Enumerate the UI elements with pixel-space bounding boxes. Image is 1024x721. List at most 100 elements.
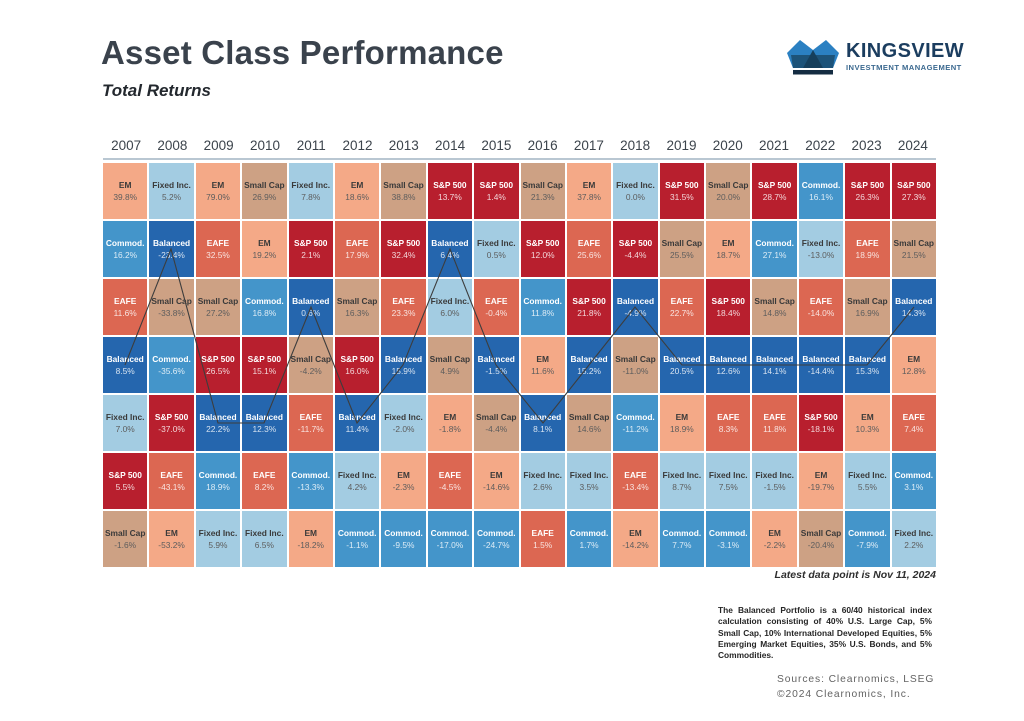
asset-name: EAFE (624, 470, 647, 481)
asset-return: 15.1% (252, 365, 277, 376)
asset-cell: EM -14.2% (613, 511, 658, 567)
asset-name: Fixed Inc. (105, 412, 145, 423)
asset-return: -20.4% (807, 539, 835, 550)
asset-cell: Small Cap 21.5% (891, 221, 936, 277)
asset-cell: EAFE -14.0% (798, 279, 844, 335)
year-label: 2019 (666, 138, 697, 153)
asset-return: 21.5% (901, 249, 926, 260)
asset-return: 16.9% (855, 307, 880, 318)
asset-name: Commod. (430, 528, 470, 539)
asset-name: Fixed Inc. (569, 470, 609, 481)
asset-return: -18.1% (807, 423, 835, 434)
asset-name: Commod. (569, 528, 609, 539)
asset-return: 14.6% (577, 423, 601, 434)
asset-return: 11.4% (345, 423, 369, 434)
asset-return: -11.2% (622, 423, 649, 434)
sources-line2: ©2024 Clearnomics, Inc. (777, 689, 911, 701)
asset-cell: Fixed Inc. 8.7% (659, 453, 705, 509)
asset-name: Fixed Inc. (245, 528, 284, 539)
asset-cell: Fixed Inc. 2.6% (520, 453, 565, 509)
asset-return: 28.7% (762, 191, 787, 202)
asset-name: Balanced (338, 412, 376, 423)
asset-return: -11.0% (622, 365, 649, 376)
asset-return: 39.8% (113, 191, 138, 202)
asset-name: EM (350, 180, 364, 191)
year-label: 2023 (851, 138, 882, 153)
asset-name: EM (397, 470, 410, 481)
asset-cell: Commod. -17.0% (427, 511, 473, 567)
asset-name: Small Cap (522, 180, 563, 191)
asset-name: EM (768, 528, 781, 539)
asset-name: EAFE (809, 296, 833, 307)
asset-name: EM (304, 528, 318, 539)
asset-cell: Balanced -1.5% (474, 337, 519, 393)
asset-return: -11.7% (297, 423, 324, 434)
year-label: 2014 (435, 138, 466, 153)
asset-return: 4.9% (440, 365, 460, 376)
asset-name: Balanced (802, 354, 840, 365)
asset-cell: EAFE 8.2% (242, 453, 287, 509)
asset-name: S&P 500 (108, 470, 142, 481)
asset-return: -2.3% (392, 481, 415, 492)
year-label: 2013 (388, 138, 419, 153)
asset-name: EAFE (206, 238, 230, 249)
asset-cell: S&P 500 13.7% (427, 163, 473, 219)
asset-cell: Commod. 16.1% (798, 163, 844, 219)
asset-name: Commod. (291, 470, 331, 481)
asset-cell: Balanced 8.1% (520, 395, 565, 451)
asset-cell: Small Cap -4.2% (288, 337, 333, 393)
asset-name: S&P 500 (526, 238, 560, 249)
balanced-portfolio-footnote: The Balanced Portfolio is a 60/40 histor… (718, 605, 932, 660)
year-label: 2015 (481, 138, 512, 153)
asset-name: Commod. (476, 528, 516, 539)
asset-name: EM (443, 412, 457, 423)
asset-name: Fixed Inc. (152, 180, 191, 191)
asset-name: Small Cap (754, 296, 795, 307)
asset-cell: S&P 500 27.3% (891, 163, 936, 219)
asset-cell: Commod. 7.7% (659, 511, 705, 567)
asset-name: EAFE (392, 296, 415, 307)
asset-return: 1.5% (533, 539, 553, 550)
asset-cell: EAFE 7.4% (891, 395, 936, 451)
asset-return: 7.8% (301, 191, 321, 202)
asset-cell: Small Cap -20.4% (798, 511, 844, 567)
asset-name: S&P 500 (618, 238, 653, 249)
year-label: 2024 (897, 138, 928, 153)
asset-name: EM (211, 180, 225, 191)
asset-cell: Fixed Inc. 4.2% (334, 453, 380, 509)
asset-return: 6.0% (440, 307, 460, 318)
asset-name: Balanced (570, 354, 608, 365)
asset-name: Balanced (384, 354, 423, 365)
asset-cell: Commod. -11.2% (613, 395, 658, 451)
asset-return: -4.9% (624, 307, 647, 318)
asset-name: Balanced (199, 412, 237, 423)
asset-return: -37.0% (158, 423, 185, 434)
asset-cell: Commod. 16.2% (103, 221, 148, 277)
asset-cell: EM -2.2% (752, 511, 797, 567)
asset-name: Fixed Inc. (430, 296, 470, 307)
asset-name: Fixed Inc. (291, 180, 331, 191)
asset-name: Commod. (708, 528, 748, 539)
asset-name: Small Cap (383, 180, 424, 191)
asset-return: 8.2% (254, 481, 274, 492)
asset-name: Small Cap (197, 296, 239, 307)
asset-name: EAFE (438, 470, 462, 481)
asset-cell: S&P 500 1.4% (474, 163, 519, 219)
asset-return: 3.5% (579, 481, 599, 492)
asset-name: S&P 500 (804, 412, 838, 423)
asset-cell: S&P 500 31.5% (659, 163, 705, 219)
asset-cell: S&P 500 12.0% (520, 221, 565, 277)
asset-name: Commod. (801, 180, 841, 191)
asset-name: EAFE (763, 412, 786, 423)
asset-cell: S&P 500 -4.4% (613, 221, 658, 277)
asset-cell: Fixed Inc. -2.0% (381, 395, 426, 451)
asset-return: 21.3% (530, 191, 555, 202)
asset-name: Fixed Inc. (755, 470, 794, 481)
asset-return: -4.4% (624, 249, 647, 260)
asset-return: 12.6% (716, 365, 741, 376)
asset-cell: Fixed Inc. 7.0% (103, 395, 148, 451)
asset-cell: EM 18.7% (706, 221, 751, 277)
asset-cell: Fixed Inc. 0.0% (613, 163, 658, 219)
asset-return: 26.3% (855, 191, 880, 202)
asset-name: Small Cap (800, 528, 842, 539)
